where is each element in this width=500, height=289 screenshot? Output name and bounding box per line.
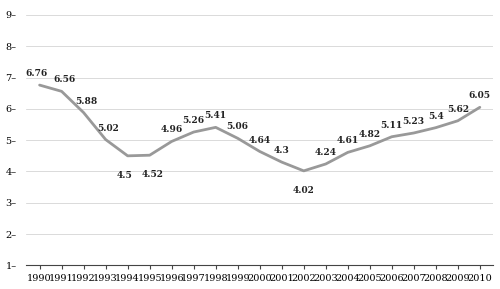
Text: 5.62: 5.62 xyxy=(447,105,469,114)
Text: 5.02: 5.02 xyxy=(98,124,120,133)
Text: 5.23: 5.23 xyxy=(402,117,425,126)
Text: 6.56: 6.56 xyxy=(54,75,76,84)
Text: 4.96: 4.96 xyxy=(160,125,183,134)
Text: 4.24: 4.24 xyxy=(315,148,337,157)
Text: 4.52: 4.52 xyxy=(142,171,164,179)
Text: 4.64: 4.64 xyxy=(248,136,271,144)
Text: 6.76: 6.76 xyxy=(26,69,48,78)
Text: 4.02: 4.02 xyxy=(293,186,314,195)
Text: 5.06: 5.06 xyxy=(226,122,248,131)
Text: 4.61: 4.61 xyxy=(336,136,359,145)
Text: 5.11: 5.11 xyxy=(380,121,403,130)
Text: 5.4: 5.4 xyxy=(428,112,444,121)
Text: 4.5: 4.5 xyxy=(117,171,133,180)
Text: 6.05: 6.05 xyxy=(469,91,491,100)
Text: 5.41: 5.41 xyxy=(204,111,227,121)
Text: 5.88: 5.88 xyxy=(76,97,98,106)
Text: 4.3: 4.3 xyxy=(274,146,289,155)
Text: 5.26: 5.26 xyxy=(182,116,204,125)
Text: 4.82: 4.82 xyxy=(358,130,381,139)
